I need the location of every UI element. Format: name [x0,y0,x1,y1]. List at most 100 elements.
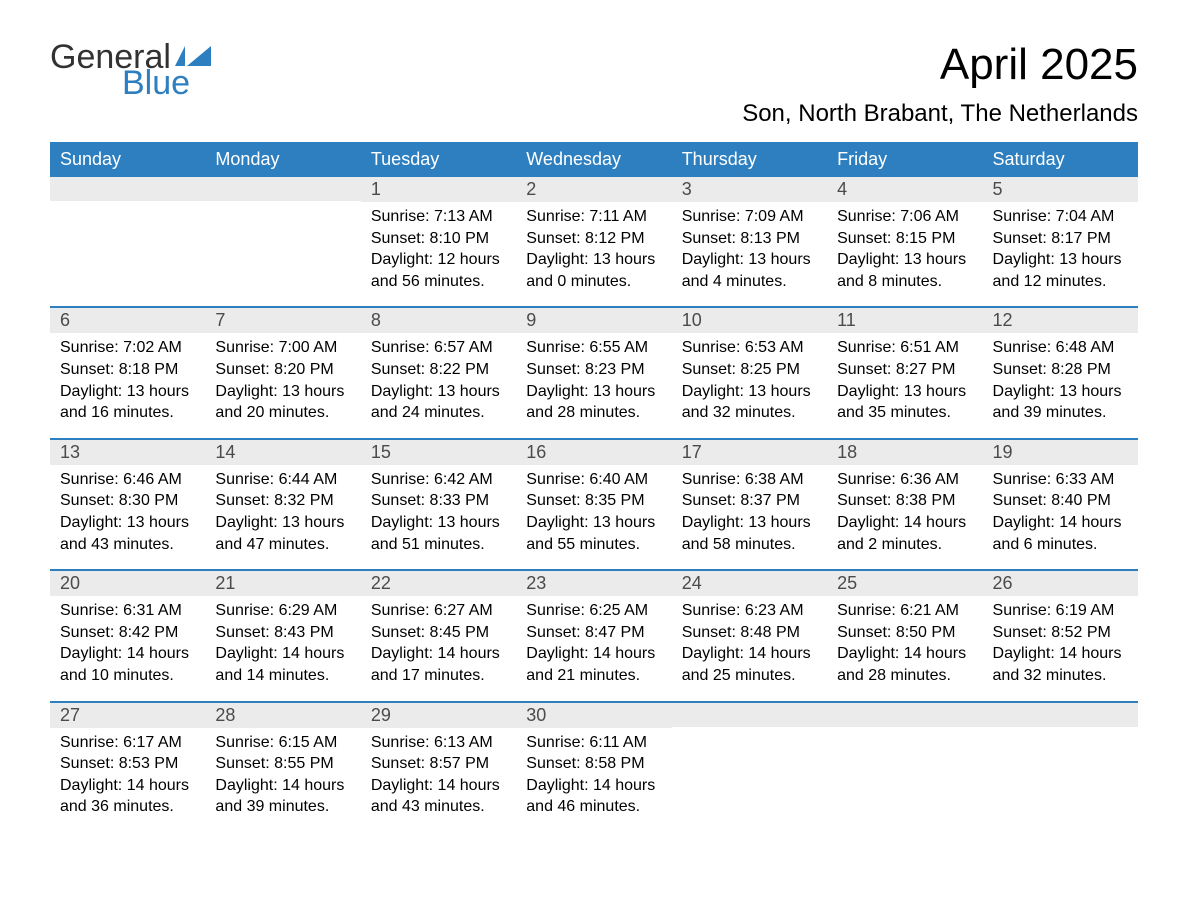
sunrise-text: Sunrise: 6:51 AM [837,337,972,359]
day-details: Sunrise: 7:04 AMSunset: 8:17 PMDaylight:… [983,202,1138,306]
sunrise-text: Sunrise: 6:40 AM [526,469,661,491]
daylight-text: Daylight: 14 hours and 43 minutes. [371,775,506,818]
day-details: Sunrise: 6:42 AMSunset: 8:33 PMDaylight:… [361,465,516,569]
day-number [672,703,827,727]
sunset-text: Sunset: 8:57 PM [371,753,506,775]
day-header: Monday [205,142,360,177]
sunset-text: Sunset: 8:23 PM [526,359,661,381]
week-row: 1Sunrise: 7:13 AMSunset: 8:10 PMDaylight… [50,177,1138,306]
calendar: Sunday Monday Tuesday Wednesday Thursday… [50,142,1138,832]
daylight-text: Daylight: 13 hours and 58 minutes. [682,512,817,555]
day-header: Wednesday [516,142,671,177]
day-details: Sunrise: 6:33 AMSunset: 8:40 PMDaylight:… [983,465,1138,569]
calendar-cell: 16Sunrise: 6:40 AMSunset: 8:35 PMDayligh… [516,440,671,569]
sunrise-text: Sunrise: 6:33 AM [993,469,1128,491]
daylight-text: Daylight: 13 hours and 4 minutes. [682,249,817,292]
calendar-cell: 17Sunrise: 6:38 AMSunset: 8:37 PMDayligh… [672,440,827,569]
day-number: 17 [672,440,827,465]
day-number: 3 [672,177,827,202]
daylight-text: Daylight: 12 hours and 56 minutes. [371,249,506,292]
sunset-text: Sunset: 8:17 PM [993,228,1128,250]
daylight-text: Daylight: 13 hours and 12 minutes. [993,249,1128,292]
sunrise-text: Sunrise: 6:23 AM [682,600,817,622]
daylight-text: Daylight: 14 hours and 17 minutes. [371,643,506,686]
sunset-text: Sunset: 8:12 PM [526,228,661,250]
calendar-cell: 24Sunrise: 6:23 AMSunset: 8:48 PMDayligh… [672,571,827,700]
day-details: Sunrise: 6:57 AMSunset: 8:22 PMDaylight:… [361,333,516,437]
day-number: 1 [361,177,516,202]
day-details: Sunrise: 6:21 AMSunset: 8:50 PMDaylight:… [827,596,982,700]
sunset-text: Sunset: 8:48 PM [682,622,817,644]
daylight-text: Daylight: 13 hours and 47 minutes. [215,512,350,555]
calendar-cell [50,177,205,306]
daylight-text: Daylight: 13 hours and 16 minutes. [60,381,195,424]
daylight-text: Daylight: 14 hours and 36 minutes. [60,775,195,818]
day-number: 13 [50,440,205,465]
sunset-text: Sunset: 8:28 PM [993,359,1128,381]
day-details: Sunrise: 6:46 AMSunset: 8:30 PMDaylight:… [50,465,205,569]
day-number: 23 [516,571,671,596]
day-number: 12 [983,308,1138,333]
day-number: 15 [361,440,516,465]
calendar-cell: 25Sunrise: 6:21 AMSunset: 8:50 PMDayligh… [827,571,982,700]
calendar-cell: 19Sunrise: 6:33 AMSunset: 8:40 PMDayligh… [983,440,1138,569]
sunrise-text: Sunrise: 6:53 AM [682,337,817,359]
sunrise-text: Sunrise: 6:15 AM [215,732,350,754]
sunrise-text: Sunrise: 6:27 AM [371,600,506,622]
sunset-text: Sunset: 8:53 PM [60,753,195,775]
daylight-text: Daylight: 13 hours and 28 minutes. [526,381,661,424]
day-details: Sunrise: 6:29 AMSunset: 8:43 PMDaylight:… [205,596,360,700]
day-details: Sunrise: 7:06 AMSunset: 8:15 PMDaylight:… [827,202,982,306]
day-header: Thursday [672,142,827,177]
day-details [50,201,205,219]
day-number: 29 [361,703,516,728]
daylight-text: Daylight: 13 hours and 35 minutes. [837,381,972,424]
sunset-text: Sunset: 8:33 PM [371,490,506,512]
sunrise-text: Sunrise: 7:13 AM [371,206,506,228]
day-details [205,201,360,219]
title-block: April 2025 Son, North Brabant, The Nethe… [742,40,1138,128]
day-details: Sunrise: 6:38 AMSunset: 8:37 PMDaylight:… [672,465,827,569]
day-number: 27 [50,703,205,728]
day-details [827,727,982,745]
calendar-cell: 20Sunrise: 6:31 AMSunset: 8:42 PMDayligh… [50,571,205,700]
day-details: Sunrise: 6:17 AMSunset: 8:53 PMDaylight:… [50,728,205,832]
day-details: Sunrise: 7:02 AMSunset: 8:18 PMDaylight:… [50,333,205,437]
calendar-cell [205,177,360,306]
sunset-text: Sunset: 8:42 PM [60,622,195,644]
sunrise-text: Sunrise: 7:04 AM [993,206,1128,228]
sunset-text: Sunset: 8:27 PM [837,359,972,381]
sunset-text: Sunset: 8:20 PM [215,359,350,381]
calendar-cell: 21Sunrise: 6:29 AMSunset: 8:43 PMDayligh… [205,571,360,700]
daylight-text: Daylight: 14 hours and 21 minutes. [526,643,661,686]
daylight-text: Daylight: 13 hours and 55 minutes. [526,512,661,555]
sunset-text: Sunset: 8:55 PM [215,753,350,775]
day-number: 28 [205,703,360,728]
sunset-text: Sunset: 8:22 PM [371,359,506,381]
sunset-text: Sunset: 8:58 PM [526,753,661,775]
calendar-cell: 4Sunrise: 7:06 AMSunset: 8:15 PMDaylight… [827,177,982,306]
sunrise-text: Sunrise: 6:55 AM [526,337,661,359]
daylight-text: Daylight: 14 hours and 2 minutes. [837,512,972,555]
day-details: Sunrise: 6:25 AMSunset: 8:47 PMDaylight:… [516,596,671,700]
day-number: 14 [205,440,360,465]
calendar-cell: 22Sunrise: 6:27 AMSunset: 8:45 PMDayligh… [361,571,516,700]
sunset-text: Sunset: 8:18 PM [60,359,195,381]
calendar-cell: 2Sunrise: 7:11 AMSunset: 8:12 PMDaylight… [516,177,671,306]
calendar-cell [827,703,982,832]
daylight-text: Daylight: 14 hours and 28 minutes. [837,643,972,686]
day-details: Sunrise: 6:27 AMSunset: 8:45 PMDaylight:… [361,596,516,700]
calendar-cell: 6Sunrise: 7:02 AMSunset: 8:18 PMDaylight… [50,308,205,437]
day-number: 24 [672,571,827,596]
daylight-text: Daylight: 13 hours and 51 minutes. [371,512,506,555]
day-number: 6 [50,308,205,333]
day-number: 4 [827,177,982,202]
week-row: 13Sunrise: 6:46 AMSunset: 8:30 PMDayligh… [50,438,1138,569]
calendar-cell: 23Sunrise: 6:25 AMSunset: 8:47 PMDayligh… [516,571,671,700]
sunrise-text: Sunrise: 6:11 AM [526,732,661,754]
week-row: 27Sunrise: 6:17 AMSunset: 8:53 PMDayligh… [50,701,1138,832]
sunrise-text: Sunrise: 6:21 AM [837,600,972,622]
daylight-text: Daylight: 13 hours and 0 minutes. [526,249,661,292]
day-number: 16 [516,440,671,465]
calendar-cell: 9Sunrise: 6:55 AMSunset: 8:23 PMDaylight… [516,308,671,437]
